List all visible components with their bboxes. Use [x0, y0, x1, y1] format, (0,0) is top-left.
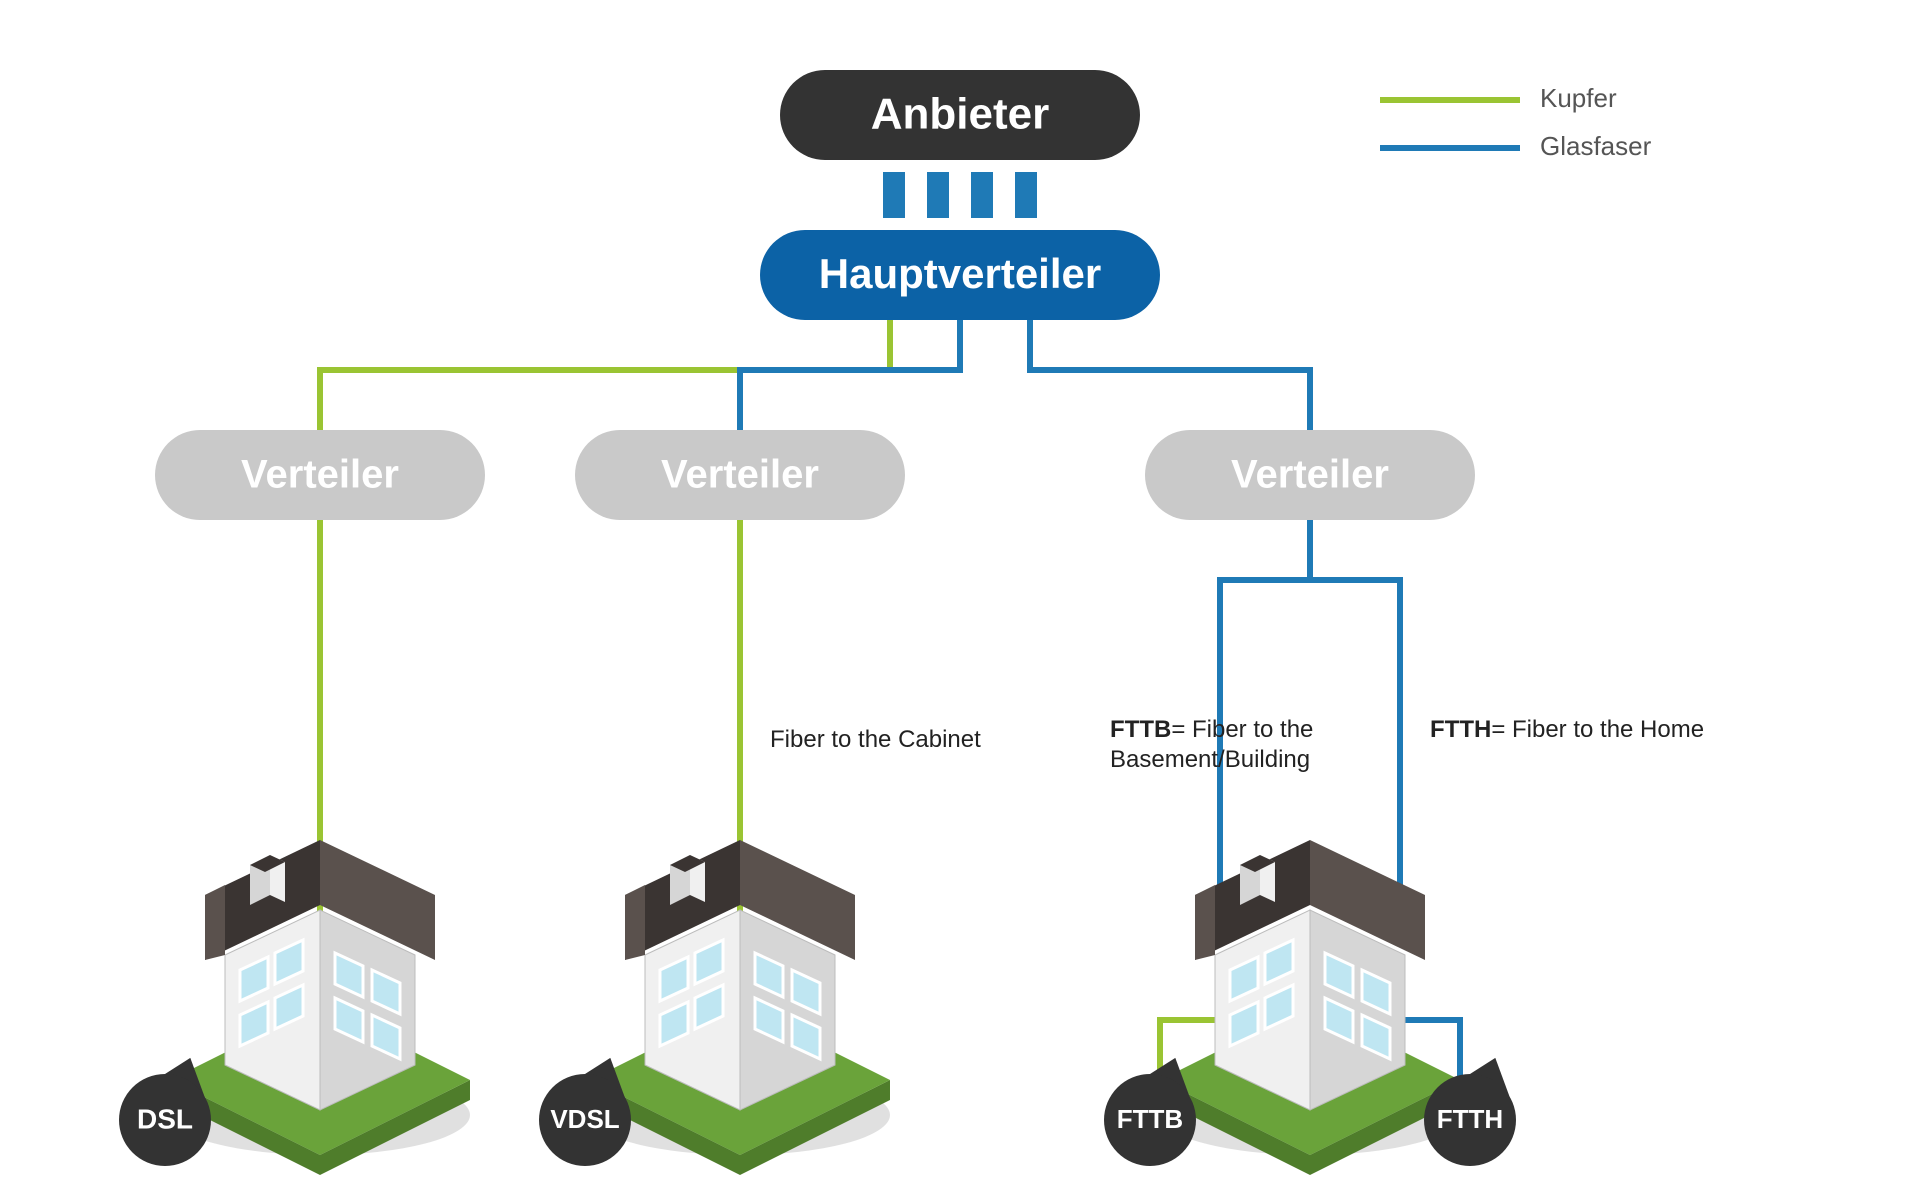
node-vert_mid: Verteiler — [575, 430, 905, 520]
trunk-bar — [1015, 172, 1037, 218]
trunk-bar — [971, 172, 993, 218]
node-vert_right: Verteiler — [1145, 430, 1475, 520]
node-haupt: Hauptverteiler — [760, 230, 1160, 320]
legend-label-kupfer: Kupfer — [1540, 83, 1617, 113]
fttc-label: Fiber to the Cabinet — [770, 726, 981, 753]
house-icon — [1160, 840, 1460, 1175]
trunk-bar — [883, 172, 905, 218]
fttb-label-text: FTTB= Fiber to the — [1110, 716, 1313, 743]
ftth-label-text: FTTH= Fiber to the Home — [1430, 716, 1704, 743]
node-label-vert_left: Verteiler — [241, 453, 399, 497]
badge-label-vdsl: VDSL — [550, 1104, 619, 1134]
trunk-bar — [927, 172, 949, 218]
node-vert_left: Verteiler — [155, 430, 485, 520]
edge-haupt-to-right — [1030, 305, 1310, 430]
node-label-vert_mid: Verteiler — [661, 453, 819, 497]
node-label-anbieter: Anbieter — [871, 90, 1049, 139]
node-anbieter: Anbieter — [780, 70, 1140, 160]
house-icon — [590, 840, 890, 1175]
edge-haupt-to-mid — [740, 320, 960, 430]
house-icon — [170, 840, 470, 1175]
diagram-canvas: Anbieter Hauptverteiler Verteiler Verteiler… — [0, 0, 1920, 1200]
legend: Kupfer Glasfaser — [1380, 83, 1652, 161]
fttb-label-text-line2: Basement/Building — [1110, 746, 1310, 773]
node-label-vert_right: Verteiler — [1231, 453, 1389, 497]
badge-label-fttb: FTTB — [1117, 1104, 1183, 1134]
fttc-label-text: Fiber to the Cabinet — [770, 726, 981, 753]
legend-label-glasfaser: Glasfaser — [1540, 131, 1652, 161]
fttb-label: FTTB= Fiber to the Basement/Building — [1110, 716, 1313, 773]
node-label-haupt: Hauptverteiler — [819, 250, 1101, 297]
ftth-label: FTTH= Fiber to the Home — [1430, 716, 1704, 743]
badge-label-dsl: DSL — [137, 1103, 193, 1134]
badge-label-ftth: FTTH — [1437, 1104, 1503, 1134]
